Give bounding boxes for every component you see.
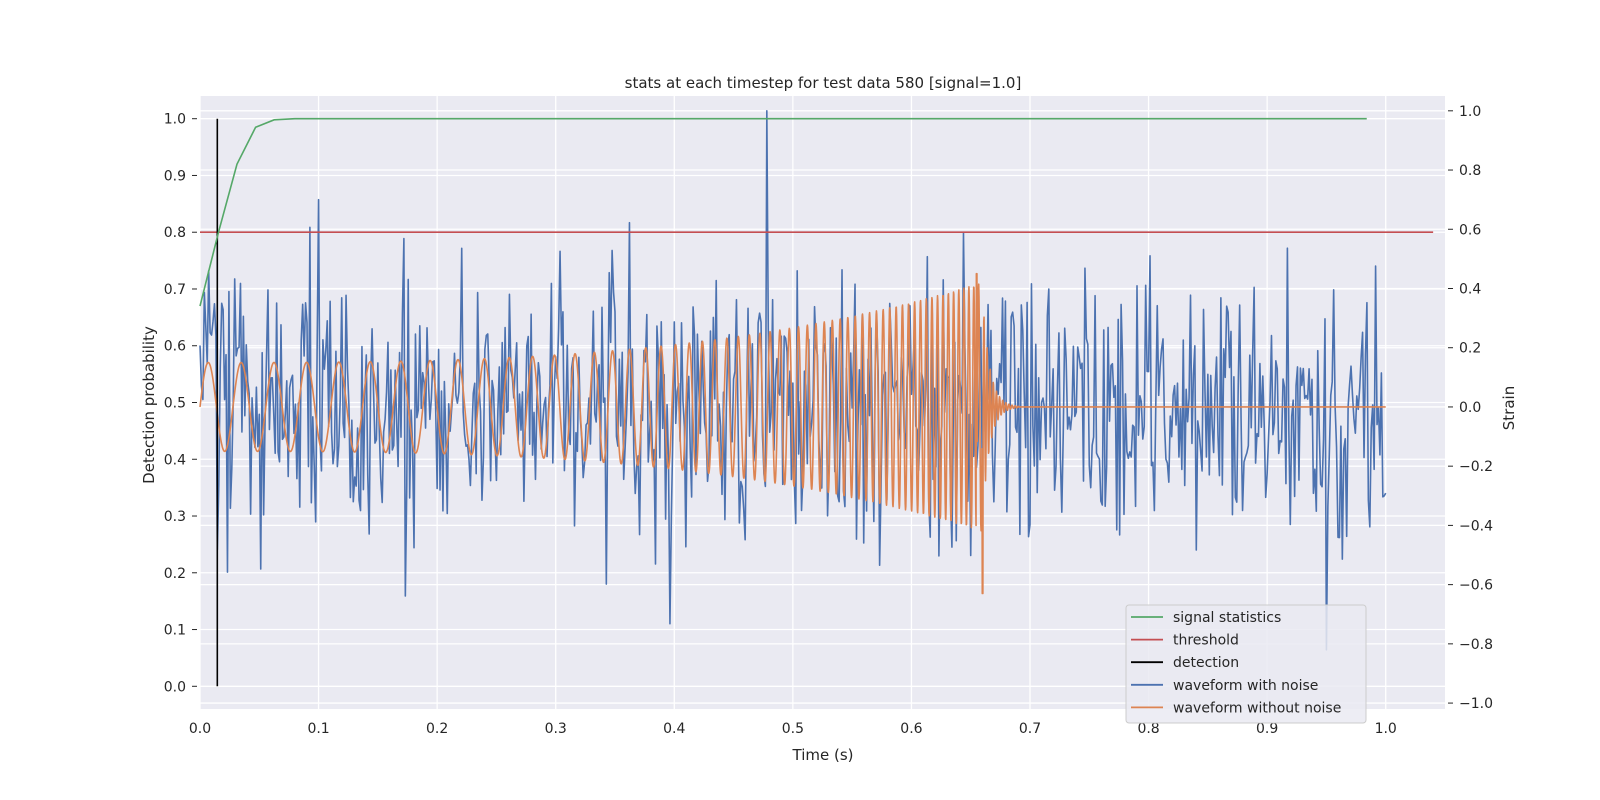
- x-tick-label: 0.4: [663, 721, 685, 737]
- legend-box: [1125, 604, 1367, 724]
- x-tick-label: 0.7: [1019, 721, 1041, 737]
- y2-tick-label: −0.2: [1459, 459, 1493, 475]
- legend-label: waveform with noise: [1173, 678, 1318, 694]
- series-line-signal-statistics: [199, 117, 1367, 307]
- y2-tick-label: 0.2: [1459, 341, 1481, 357]
- y-tick-label: 0.3: [164, 509, 186, 525]
- y2-axis-label: Strain: [1500, 386, 1518, 430]
- y-tick-label: 0.4: [164, 452, 186, 468]
- x-tick-label: 0.5: [782, 721, 804, 737]
- legend-label: threshold: [1173, 633, 1239, 649]
- legend-label: waveform without noise: [1173, 700, 1341, 716]
- x-tick-label: 1.0: [1375, 721, 1397, 737]
- x-tick-label: 0.6: [900, 721, 922, 737]
- x-tick-label: 0.3: [545, 721, 567, 737]
- series-line-waveform-without-noise: [199, 272, 1387, 595]
- chart-title: stats at each timestep for test data 580…: [625, 74, 1022, 92]
- x-axis-label: Time (s): [792, 746, 854, 764]
- x-tick-label: 0.0: [189, 721, 211, 737]
- series-line-waveform-with-noise: [199, 110, 1387, 651]
- y2-axis-ticks: −1.0 −0.8 −0.6 −0.4 −0.2 0.0 0.2 0.4 0.6 0.8 1.0: [1448, 104, 1493, 712]
- x-axis-ticks: 0.0 0.1 0.2 0.3 0.4 0.5 0.6 0.7 0.8 0.9 1.0: [189, 721, 1397, 737]
- y-tick-label: 0.6: [164, 339, 186, 355]
- y2-tick-label: −0.8: [1459, 637, 1493, 653]
- y2-tick-label: 0.4: [1459, 281, 1481, 297]
- y2-tick-label: −1.0: [1459, 696, 1493, 712]
- y2-tick-label: 0.6: [1459, 222, 1481, 238]
- legend-label: detection: [1173, 655, 1239, 671]
- y-tick-label: 0.9: [164, 168, 186, 184]
- y-tick-label: 0.2: [164, 566, 186, 582]
- x-tick-label: 0.2: [426, 721, 448, 737]
- y-tick-label: 0.0: [164, 679, 186, 695]
- y-tick-label: 1.0: [164, 112, 186, 128]
- y-axis-ticks: 0.0 0.1 0.2 0.3 0.4 0.5 0.6 0.7 0.8 0.9 1.0: [164, 112, 197, 695]
- legend: signal statistics threshold detection wavef…: [1125, 604, 1367, 724]
- x-tick-label: 0.9: [1256, 721, 1278, 737]
- series-layer: [199, 110, 1434, 687]
- y-tick-label: 0.5: [164, 396, 186, 412]
- y2-tick-label: −0.6: [1459, 578, 1493, 594]
- y2-tick-label: 0.8: [1459, 163, 1481, 179]
- y-tick-label: 0.1: [164, 623, 186, 639]
- y2-tick-label: 0.0: [1459, 400, 1481, 416]
- y-axis-label: Detection probability: [140, 326, 158, 484]
- y-tick-label: 0.8: [164, 225, 186, 241]
- x-tick-label: 0.8: [1137, 721, 1159, 737]
- legend-label: signal statistics: [1173, 610, 1281, 626]
- x-tick-label: 0.1: [307, 721, 329, 737]
- y-tick-label: 0.7: [164, 282, 186, 298]
- y2-tick-label: 1.0: [1459, 104, 1481, 120]
- y2-tick-label: −0.4: [1459, 518, 1493, 534]
